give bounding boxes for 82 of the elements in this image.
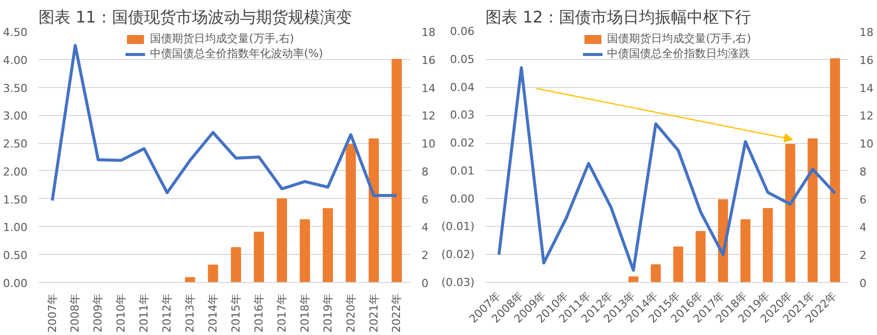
y-tick-label: 2.50 <box>3 138 28 151</box>
y-tick-label: 4.50 <box>3 26 28 39</box>
y2-tick-label: 4 <box>860 221 866 234</box>
legend-label: 中债国债总全价指数年化波动率(%) <box>150 46 324 61</box>
bar <box>673 246 684 282</box>
y2-tick-label: 8 <box>422 165 428 178</box>
bar <box>208 264 218 282</box>
y2-tick-label: 12 <box>422 110 436 123</box>
x-tick-label: 2016年 <box>252 293 266 332</box>
bar <box>628 276 638 282</box>
bar <box>300 219 310 282</box>
y2-tick-label: 10 <box>860 138 874 151</box>
legend-label: 国债期货日均成交量(万手,右) <box>150 31 294 46</box>
x-tick-label: 2011年 <box>138 293 151 332</box>
x-tick-label: 2015年 <box>229 293 242 332</box>
y-tick-label: 0.05 <box>450 52 475 66</box>
y2-tick-label: 16 <box>860 54 874 67</box>
y2-tick-label: 4 <box>422 221 428 234</box>
y-tick-label: 4.00 <box>3 54 28 67</box>
x-tick-label: 2021年 <box>367 293 380 332</box>
y2-tick-label: 18 <box>422 26 436 39</box>
y2-tick-label: 0 <box>422 277 428 290</box>
y2-tick-label: 2 <box>860 249 866 262</box>
x-tick-label: 2010年 <box>114 293 128 332</box>
y2-tick-label: 14 <box>422 82 436 95</box>
y-tick-label: 3.50 <box>3 82 28 95</box>
bar <box>254 232 264 282</box>
line-series <box>50 44 398 202</box>
y-tick-label: 0.00 <box>450 192 475 206</box>
x-tick-label: 2008年 <box>68 293 82 332</box>
y2-tick-label: 0 <box>860 277 866 290</box>
bar <box>368 138 379 282</box>
y-tick-label: (0.01) <box>441 220 475 234</box>
y-tick-label: 0.06 <box>450 25 475 38</box>
x-tick-label: 2019年 <box>321 293 334 332</box>
bar <box>808 138 818 282</box>
y2-tick-label: 12 <box>860 110 874 123</box>
x-tick-label: 2018年 <box>298 293 312 332</box>
y2-tick-label: 18 <box>860 26 874 39</box>
y2-tick-label: 6 <box>422 193 428 206</box>
bar <box>696 230 706 282</box>
y-tick-label: 3.00 <box>3 110 28 123</box>
bar <box>184 277 196 282</box>
bar <box>346 144 356 282</box>
y2-tick-label: 10 <box>422 138 436 151</box>
bar <box>762 208 773 282</box>
x-tick-label: 2013年 <box>184 293 197 332</box>
x-tick-label: 2012年 <box>160 293 174 332</box>
bar <box>740 219 750 282</box>
y-tick-label: 0.50 <box>3 249 28 262</box>
y-tick-label: (0.02) <box>441 248 475 262</box>
legend-label: 中债国债总全价指数日均涨跌 <box>606 46 750 61</box>
line-series <box>497 66 837 272</box>
chart-title: 图表 11：国债现货市场波动与期货规模演变 <box>38 8 352 26</box>
y-tick-label: 0.02 <box>450 136 475 150</box>
bar <box>392 58 402 282</box>
bar <box>830 58 840 282</box>
bar <box>276 198 287 282</box>
y-tick-label: 0.01 <box>450 164 475 178</box>
bar <box>322 208 333 282</box>
x-tick-label: 2009年 <box>92 293 105 332</box>
y2-tick-label: 14 <box>860 82 874 95</box>
y2-tick-label: 2 <box>422 249 428 262</box>
x-tick-label: 2022年 <box>390 293 404 332</box>
y2-tick-label: 8 <box>860 165 866 178</box>
y-tick-label: 0.00 <box>3 277 28 290</box>
y-tick-label: 2.00 <box>3 165 28 178</box>
x-tick-label: 2020年 <box>344 293 358 332</box>
bar <box>650 264 661 282</box>
legend-label: 国债期货日均成交量(万手,右) <box>606 31 752 46</box>
bar <box>230 247 242 282</box>
y2-tick-label: 6 <box>860 193 866 206</box>
y-tick-label: 0.04 <box>450 80 475 94</box>
chart-title: 图表 12：国债市场日均振幅中枢下行 <box>486 8 751 26</box>
x-tick-label: 2017年 <box>275 293 288 332</box>
y-tick-label: (0.03) <box>441 276 475 289</box>
x-tick-label: 2007年 <box>46 293 59 332</box>
y2-tick-label: 16 <box>422 54 436 67</box>
y-tick-label: 1.50 <box>3 193 28 206</box>
y-tick-label: 1.00 <box>3 221 28 234</box>
x-tick-label: 2014年 <box>206 293 220 332</box>
y-tick-label: 0.03 <box>450 108 475 122</box>
